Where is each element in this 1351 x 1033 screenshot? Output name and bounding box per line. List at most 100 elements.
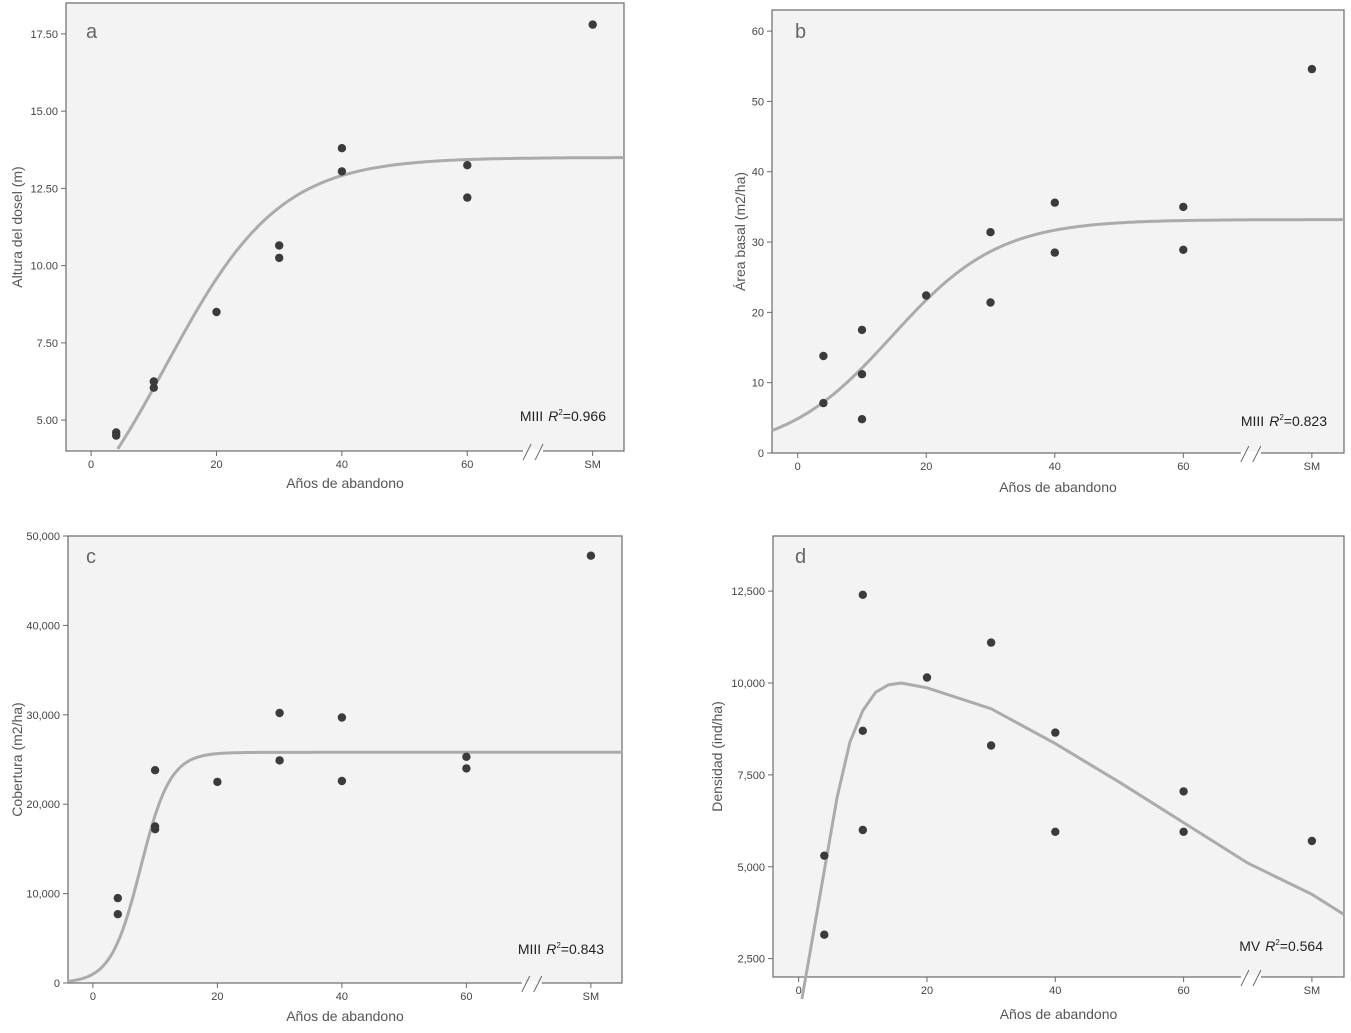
panel-c-fit-curve: [67, 750, 622, 983]
panel-d-plot-area: [772, 535, 1345, 978]
panel-a-r2-superscript: 2: [558, 408, 563, 417]
panel-b-x-tick-label: 40: [1049, 461, 1061, 473]
panel-a-x-tick-label: 40: [336, 459, 348, 471]
panel-b-y-tick-label: 0: [758, 448, 764, 460]
panel-d-letter: d: [795, 546, 806, 568]
panel-d-x-tick-label: 0: [796, 985, 802, 997]
panel-c-y-axis-label: Cobertura (m2/ha): [9, 702, 25, 816]
panel-c-y-tick-label: 20,000: [26, 799, 60, 811]
panel-d-r2-symbol: R: [1265, 938, 1275, 954]
panel-c-r2-superscript: 2: [556, 941, 561, 950]
panel-b-point-6: [986, 228, 995, 237]
panel-d-x-tick-label: SM: [1304, 985, 1321, 997]
panel-b-point-5: [922, 291, 931, 300]
panel-b-x-tick-label: 60: [1177, 461, 1189, 473]
panel-a-axis-break-mark: [534, 443, 544, 461]
panel-b-model-name: MIII: [1241, 413, 1264, 429]
panel-c-x-tick-label: 20: [211, 991, 223, 1003]
panel-a-axis-break-mark: [522, 443, 532, 461]
panel-b-y-tick-label: 10: [752, 378, 764, 390]
panel-b-y-tick-label: 50: [752, 96, 764, 108]
panel-c-x-axis-label: Años de abandono: [286, 1008, 404, 1024]
panel-b-y-axis-label: Área basal (m2/ha): [732, 172, 748, 291]
panel-c-point-11: [462, 764, 471, 773]
panel-d-axis-break-mark: [1240, 969, 1250, 987]
panel-d-point-6: [986, 638, 996, 647]
panel-b-point-7: [986, 298, 995, 307]
panel-b-plot-area: [771, 9, 1345, 454]
panel-b-point-4: [857, 415, 867, 424]
panel-d-x-tick-label: 20: [921, 985, 933, 997]
panel-b-axis-break-mark: [1240, 445, 1250, 463]
panel-b: 0 10 20 30 40 50 60 0 20 40 60 SM Años de abandono Ár…: [732, 9, 1345, 495]
panel-c-x-tick-label: 40: [336, 991, 348, 1003]
panel-d-model-name: MV: [1239, 938, 1261, 954]
panel-a-r2-annotation: MIII R2=0.966: [520, 408, 606, 424]
panel-c-r2-value: =0.843: [561, 941, 604, 957]
panel-b-x-tick-label: SM: [1304, 461, 1321, 473]
panel-a: 5.00 7.50 10.00 12.50 15.00 17.50 0 20 40 60 SM Año…: [9, 2, 625, 491]
panel-c-y-tick-label: 50,000: [26, 531, 60, 543]
panel-c-axis-break-mark: [521, 975, 531, 993]
panel-c-r2-annotation: MIII R2=0.843: [518, 941, 604, 957]
panel-d-r2-annotation: MV R2=0.564: [1239, 938, 1323, 954]
panel-a-point-4: [212, 307, 221, 317]
panel-a-x-axis-label: Años de abandono: [286, 475, 404, 491]
panel-a-r2-symbol: R: [548, 408, 558, 424]
panel-b-x-axis-label: Años de abandono: [999, 479, 1117, 495]
panel-d-axis-break-mark: [1252, 969, 1262, 987]
panel-b-fit-curve: [771, 218, 1344, 432]
panel-a-y-tick-label: 12.50: [30, 183, 58, 195]
panel-b-y-tick-label: 40: [752, 167, 764, 179]
panel-a-model-name: MIII: [520, 408, 543, 424]
panel-b-point-12: [1307, 64, 1317, 74]
panel-d-r2-superscript: 2: [1275, 938, 1280, 947]
panel-d-point-0: [820, 851, 829, 860]
panel-c-y-tick-label: 0: [54, 978, 60, 990]
panel-d-y-tick-label: 12,500: [731, 586, 765, 598]
panel-d-x-tick-label: 60: [1177, 985, 1189, 997]
panel-c-y-tick-label: 40,000: [26, 620, 60, 632]
panel-a-point-9: [463, 161, 472, 170]
panel-a-y-tick-label: 7.50: [37, 338, 58, 350]
panel-d-point-10: [1179, 787, 1188, 796]
panel-d-x-axis-label: Años de abandono: [1000, 1006, 1118, 1022]
panel-a-point-8: [337, 167, 347, 176]
panel-b-y-tick-label: 20: [752, 307, 764, 319]
panel-b-r2-superscript: 2: [1279, 413, 1284, 422]
panel-d-point-3: [858, 726, 867, 735]
panel-b-point-11: [1179, 245, 1188, 254]
panel-b-y-tick-label: 30: [752, 237, 764, 249]
panel-a-x-tick-label: 0: [88, 459, 94, 471]
panel-d-r2-value: =0.564: [1280, 938, 1323, 954]
panel-c-y-tick-label: 30,000: [26, 710, 60, 722]
panel-d-point-2: [858, 590, 867, 599]
panel-a-point-11: [588, 20, 597, 29]
panel-b-point-0: [819, 351, 828, 361]
panel-b-axis-break-mark: [1252, 445, 1262, 463]
panel-c-point-10: [462, 752, 471, 761]
panel-d-x-tick-label: 40: [1049, 985, 1061, 997]
panel-b-r2-annotation: MIII R2=0.823: [1241, 413, 1327, 429]
panel-c-x-tick-label: 0: [90, 991, 96, 1003]
panel-a-point-5: [275, 241, 284, 250]
panel-b-x-tick-label: 0: [795, 461, 801, 473]
panel-a-letter: a: [86, 21, 98, 43]
panel-b-letter: b: [795, 21, 806, 43]
panel-a-point-10: [463, 193, 472, 202]
panel-c-y-tick-label: 10,000: [26, 889, 60, 901]
panel-b-r2-symbol: R: [1269, 413, 1279, 429]
panel-c-point-0: [113, 893, 123, 903]
panel-d-point-12: [1307, 836, 1317, 846]
panel-a-y-tick-label: 10.00: [30, 261, 58, 273]
panel-c-point-6: [275, 708, 284, 718]
panel-a-plot-area: [65, 2, 625, 452]
panel-d-point-8: [1051, 728, 1060, 737]
panel-b-point-9: [1050, 248, 1060, 257]
panel-b-point-10: [1179, 202, 1188, 212]
panel-a-point-6: [275, 253, 284, 263]
panel-c-point-4: [150, 825, 160, 834]
panel-a-y-tick-label: 15.00: [30, 106, 58, 118]
panel-a-point-7: [337, 144, 347, 153]
